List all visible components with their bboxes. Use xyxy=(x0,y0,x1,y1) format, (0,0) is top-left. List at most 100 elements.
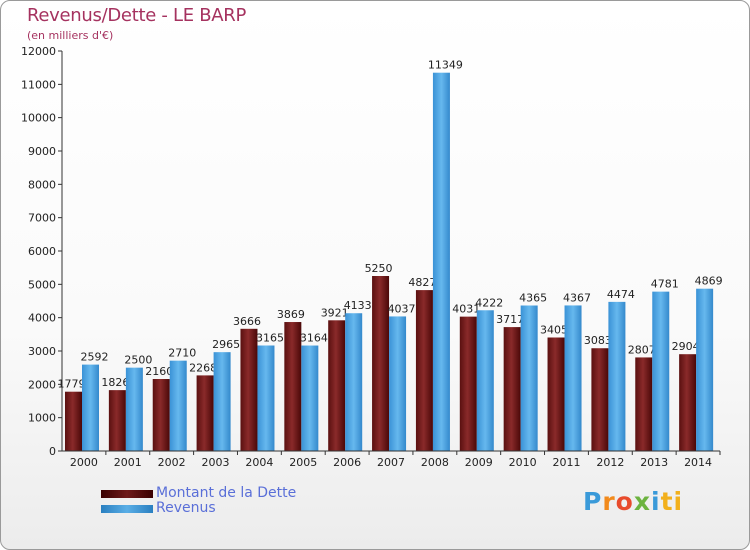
bar-revenue xyxy=(213,352,231,451)
data-label-revenue: 4365 xyxy=(519,292,547,305)
bar-debt xyxy=(591,348,609,451)
legend-label-debt: Montant de la Dette xyxy=(156,485,297,501)
x-tick-label: 2002 xyxy=(158,456,186,469)
bar-revenue xyxy=(564,305,582,451)
y-tick-label: 9000 xyxy=(28,145,56,158)
data-label-revenue: 4474 xyxy=(607,288,635,301)
bar-debt xyxy=(196,375,214,451)
data-label-debt: 3921 xyxy=(321,306,349,319)
data-label-debt: 3405 xyxy=(540,324,568,337)
bar-revenue xyxy=(696,288,714,451)
y-tick-label: 10000 xyxy=(21,112,56,125)
legend-item-debt: Montant de la Dette xyxy=(101,485,401,502)
y-tick-label: 8000 xyxy=(28,178,56,191)
bar-debt xyxy=(152,379,170,451)
x-tick-label: 2003 xyxy=(202,456,230,469)
logo-letter: o xyxy=(615,487,634,516)
chart-subtitle: (en milliers d'€) xyxy=(27,29,114,42)
bar-revenue xyxy=(257,345,275,451)
x-tick-label: 2001 xyxy=(114,456,142,469)
data-label-revenue: 3165 xyxy=(256,332,284,345)
x-tick-label: 2008 xyxy=(421,456,449,469)
y-tick-label: 1000 xyxy=(28,412,56,425)
y-tick-label: 12000 xyxy=(21,45,56,58)
data-label-debt: 5250 xyxy=(365,262,393,275)
data-label-debt: 3869 xyxy=(277,308,305,321)
bar-debt xyxy=(547,337,565,451)
data-label-revenue: 2710 xyxy=(168,347,196,360)
x-tick-label: 2007 xyxy=(377,456,405,469)
bar-debt xyxy=(372,276,390,451)
bar-debt xyxy=(65,391,82,451)
logo-letter: i xyxy=(651,487,661,516)
bar-revenue xyxy=(608,301,626,451)
bar-revenue xyxy=(389,316,407,451)
legend-swatch-debt xyxy=(101,490,153,498)
data-label-debt: 2904 xyxy=(672,340,700,353)
x-tick-label: 2006 xyxy=(333,456,361,469)
bar-debt xyxy=(284,322,302,451)
bar-revenue xyxy=(432,72,450,451)
data-label-revenue: 11349 xyxy=(428,59,463,72)
bar-debt xyxy=(328,320,346,451)
logo-letter: r xyxy=(602,487,616,516)
data-label-debt: 3083 xyxy=(584,334,612,347)
data-label-debt: 3717 xyxy=(496,313,524,326)
x-tick-label: 2011 xyxy=(552,456,580,469)
bar-debt xyxy=(108,390,126,451)
y-tick-label: 0 xyxy=(49,445,56,458)
x-tick-label: 2014 xyxy=(684,456,712,469)
data-label-revenue: 2965 xyxy=(212,338,240,351)
bar-revenue xyxy=(345,313,363,451)
proxiti-logo: Proxiti xyxy=(583,487,683,516)
data-label-revenue: 4869 xyxy=(695,275,723,288)
data-label-debt: 2160 xyxy=(145,365,173,378)
y-tick-label: 6000 xyxy=(28,245,56,258)
data-label-debt: 2807 xyxy=(628,343,656,356)
x-tick-label: 2004 xyxy=(245,456,273,469)
chart-title: Revenus/Dette - LE BARP xyxy=(27,5,247,26)
x-tick-label: 2012 xyxy=(596,456,624,469)
bar-debt xyxy=(635,357,653,451)
x-tick-label: 2010 xyxy=(509,456,537,469)
y-tick-label: 3000 xyxy=(28,345,56,358)
data-label-revenue: 4037 xyxy=(388,302,416,315)
x-tick-label: 2005 xyxy=(289,456,317,469)
logo-letter: x xyxy=(633,487,651,516)
data-label-debt: 4827 xyxy=(408,276,436,289)
logo-letter: ti xyxy=(660,487,684,516)
data-label-debt: 3666 xyxy=(233,315,261,328)
data-label-debt: 1826 xyxy=(101,376,129,389)
bar-revenue xyxy=(82,364,99,451)
data-label-revenue: 3164 xyxy=(300,332,328,345)
legend-label-revenue: Revenus xyxy=(156,500,216,516)
bar-debt xyxy=(503,327,521,451)
x-tick-label: 2013 xyxy=(640,456,668,469)
bar-revenue xyxy=(520,305,538,451)
bar-debt xyxy=(240,328,258,451)
data-label-revenue: 4367 xyxy=(563,291,591,304)
bar-revenue xyxy=(169,360,187,451)
legend-swatch-revenue xyxy=(101,505,153,513)
data-label-debt: 2268 xyxy=(189,361,217,374)
data-label-revenue: 2592 xyxy=(81,351,109,364)
x-tick-label: 2000 xyxy=(70,456,98,469)
y-tick-label: 4000 xyxy=(28,312,56,325)
data-label-debt: 1779 xyxy=(58,378,86,391)
bar-debt xyxy=(459,316,477,451)
logo-letter: P xyxy=(583,487,603,516)
data-label-revenue: 2500 xyxy=(124,354,152,367)
x-tick-label: 2009 xyxy=(465,456,493,469)
data-label-revenue: 4133 xyxy=(344,299,372,312)
bar-debt xyxy=(415,290,433,451)
data-label-revenue: 4781 xyxy=(651,278,679,291)
y-tick-label: 11000 xyxy=(21,78,56,91)
legend-item-revenue: Revenus xyxy=(101,500,401,517)
y-tick-label: 7000 xyxy=(28,212,56,225)
data-label-revenue: 4222 xyxy=(475,296,503,309)
bar-revenue xyxy=(476,310,494,451)
y-tick-label: 5000 xyxy=(28,278,56,291)
bar-revenue xyxy=(652,291,670,451)
